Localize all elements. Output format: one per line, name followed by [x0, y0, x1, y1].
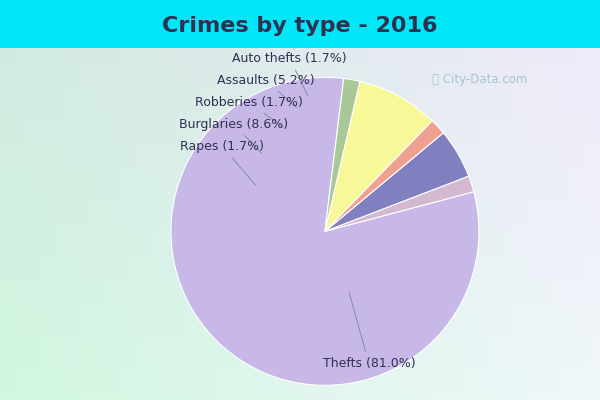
Wedge shape [325, 133, 469, 231]
Text: Burglaries (8.6%): Burglaries (8.6%) [179, 118, 289, 153]
Text: ⓘ City-Data.com: ⓘ City-Data.com [433, 74, 527, 86]
Wedge shape [325, 176, 474, 231]
Text: Auto thefts (1.7%): Auto thefts (1.7%) [232, 52, 347, 95]
Text: Thefts (81.0%): Thefts (81.0%) [323, 293, 415, 370]
Text: Rapes (1.7%): Rapes (1.7%) [180, 140, 264, 185]
Wedge shape [325, 81, 432, 231]
Text: Crimes by type - 2016: Crimes by type - 2016 [162, 16, 438, 36]
Text: Assaults (5.2%): Assaults (5.2%) [217, 74, 315, 108]
Wedge shape [171, 77, 479, 385]
Text: Robberies (1.7%): Robberies (1.7%) [195, 96, 302, 127]
Wedge shape [325, 121, 443, 231]
Wedge shape [325, 78, 360, 231]
